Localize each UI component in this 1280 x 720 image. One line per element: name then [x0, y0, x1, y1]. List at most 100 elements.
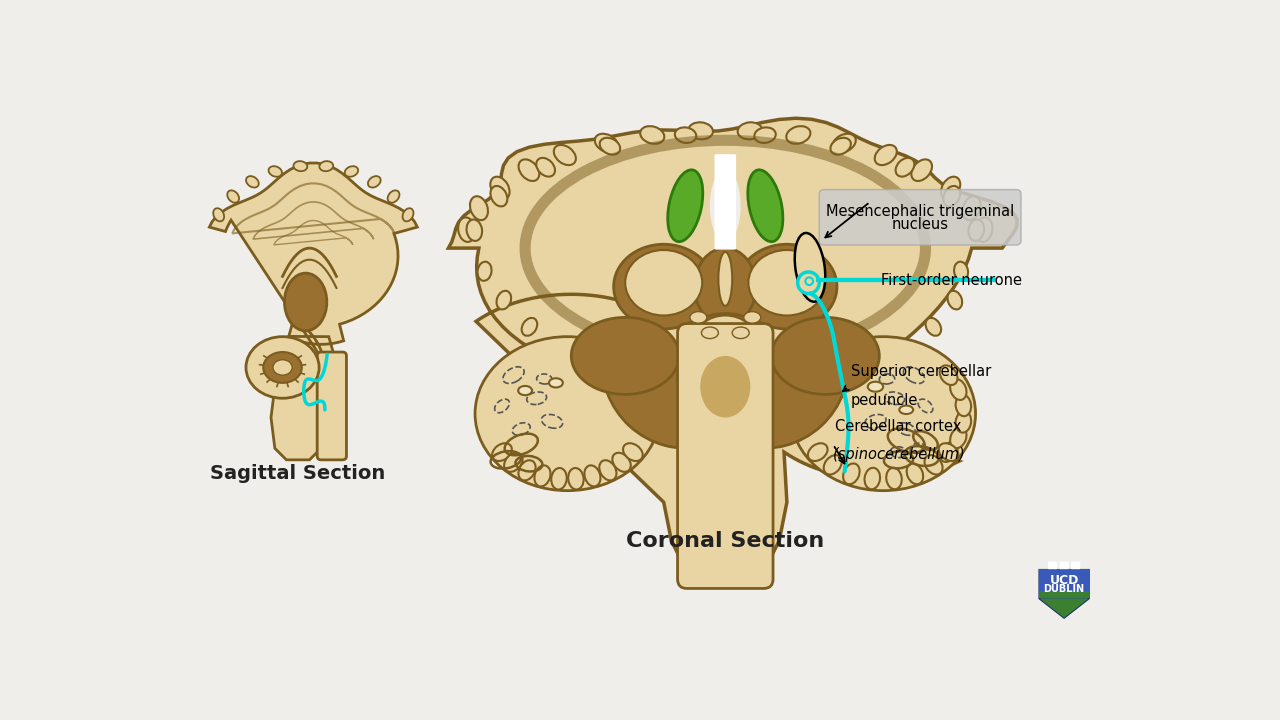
- Polygon shape: [210, 163, 417, 460]
- Ellipse shape: [668, 170, 703, 242]
- Ellipse shape: [924, 455, 942, 474]
- Polygon shape: [1039, 598, 1089, 618]
- Ellipse shape: [772, 318, 879, 395]
- Ellipse shape: [689, 122, 713, 140]
- Ellipse shape: [623, 444, 643, 461]
- Ellipse shape: [700, 356, 750, 418]
- Ellipse shape: [732, 327, 749, 338]
- Ellipse shape: [344, 166, 358, 177]
- Ellipse shape: [896, 158, 914, 176]
- Text: First-order neurone: First-order neurone: [881, 273, 1021, 288]
- Ellipse shape: [891, 342, 908, 359]
- Ellipse shape: [504, 453, 522, 472]
- Ellipse shape: [900, 405, 913, 414]
- Ellipse shape: [580, 362, 598, 378]
- Ellipse shape: [367, 176, 380, 187]
- FancyBboxPatch shape: [1060, 562, 1069, 570]
- Ellipse shape: [969, 220, 984, 241]
- Ellipse shape: [748, 170, 783, 242]
- Ellipse shape: [246, 176, 259, 187]
- Ellipse shape: [906, 464, 923, 484]
- Ellipse shape: [549, 378, 563, 387]
- Ellipse shape: [975, 217, 992, 242]
- Ellipse shape: [940, 442, 957, 462]
- FancyBboxPatch shape: [317, 352, 347, 460]
- Ellipse shape: [490, 186, 507, 207]
- Text: DUBLIN: DUBLIN: [1043, 584, 1084, 594]
- Ellipse shape: [886, 468, 902, 490]
- Ellipse shape: [956, 411, 972, 433]
- Ellipse shape: [844, 464, 860, 484]
- Ellipse shape: [874, 145, 897, 165]
- Ellipse shape: [522, 318, 538, 336]
- Polygon shape: [1039, 590, 1089, 598]
- Polygon shape: [1039, 570, 1089, 618]
- Ellipse shape: [552, 468, 567, 490]
- Polygon shape: [448, 118, 1018, 572]
- Ellipse shape: [690, 312, 707, 323]
- Ellipse shape: [549, 342, 566, 359]
- FancyBboxPatch shape: [714, 154, 736, 250]
- Ellipse shape: [947, 291, 963, 310]
- Ellipse shape: [950, 379, 966, 400]
- Ellipse shape: [518, 460, 535, 480]
- Text: Superior cerebellar: Superior cerebellar: [851, 364, 991, 379]
- Ellipse shape: [518, 386, 532, 395]
- Ellipse shape: [388, 190, 399, 203]
- Ellipse shape: [667, 386, 686, 400]
- Ellipse shape: [701, 327, 718, 338]
- Ellipse shape: [595, 134, 618, 153]
- Ellipse shape: [571, 318, 680, 395]
- Ellipse shape: [941, 176, 960, 199]
- Ellipse shape: [625, 250, 703, 315]
- FancyBboxPatch shape: [1039, 570, 1089, 590]
- Wedge shape: [709, 364, 844, 449]
- Ellipse shape: [806, 377, 826, 392]
- Ellipse shape: [925, 318, 941, 336]
- Ellipse shape: [269, 166, 282, 177]
- Ellipse shape: [824, 455, 842, 474]
- Ellipse shape: [695, 248, 756, 325]
- Ellipse shape: [568, 468, 584, 490]
- Text: Sagittal Section: Sagittal Section: [210, 464, 385, 483]
- Circle shape: [805, 277, 813, 285]
- Ellipse shape: [599, 460, 617, 480]
- Ellipse shape: [680, 313, 772, 383]
- Ellipse shape: [718, 252, 732, 306]
- Ellipse shape: [911, 159, 932, 181]
- Ellipse shape: [868, 382, 883, 392]
- Ellipse shape: [458, 217, 475, 242]
- Ellipse shape: [832, 134, 856, 153]
- Wedge shape: [607, 364, 741, 449]
- Ellipse shape: [493, 444, 512, 461]
- Ellipse shape: [246, 337, 319, 398]
- Ellipse shape: [535, 465, 550, 487]
- Ellipse shape: [612, 453, 631, 472]
- Ellipse shape: [466, 220, 483, 241]
- Ellipse shape: [831, 138, 851, 155]
- Ellipse shape: [228, 190, 239, 203]
- Ellipse shape: [497, 291, 511, 310]
- Ellipse shape: [737, 122, 762, 140]
- Ellipse shape: [749, 250, 826, 315]
- Ellipse shape: [518, 159, 539, 181]
- Ellipse shape: [808, 444, 828, 461]
- Ellipse shape: [864, 468, 881, 490]
- Ellipse shape: [620, 377, 637, 392]
- Ellipse shape: [950, 428, 966, 448]
- Ellipse shape: [956, 395, 972, 416]
- Ellipse shape: [954, 261, 968, 281]
- Ellipse shape: [963, 197, 980, 220]
- Text: peduncle: peduncle: [851, 393, 918, 408]
- Ellipse shape: [754, 127, 776, 143]
- Ellipse shape: [284, 273, 326, 331]
- FancyBboxPatch shape: [677, 323, 773, 588]
- Ellipse shape: [795, 233, 826, 302]
- Text: nucleus: nucleus: [892, 217, 948, 233]
- Ellipse shape: [744, 312, 760, 323]
- Ellipse shape: [554, 145, 576, 165]
- Ellipse shape: [640, 126, 664, 144]
- Text: Coronal Section: Coronal Section: [626, 531, 824, 551]
- Ellipse shape: [710, 169, 741, 243]
- Ellipse shape: [763, 386, 782, 400]
